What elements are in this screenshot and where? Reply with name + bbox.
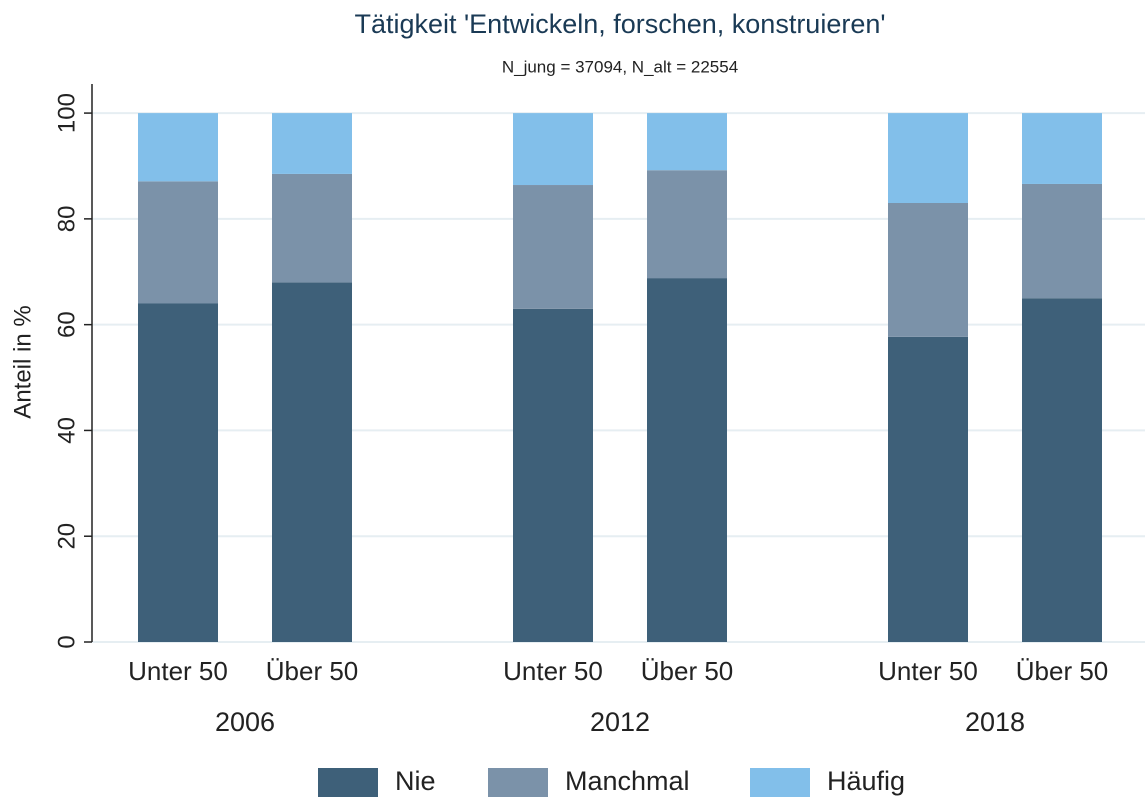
chart-title: Tätigkeit 'Entwickeln, forschen, konstru…: [354, 9, 885, 39]
bar-segment: [1022, 298, 1102, 642]
chart-subtitle: N_jung = 37094, N_alt = 22554: [502, 57, 738, 76]
x-tick-label: Über 50: [1016, 656, 1109, 686]
bar-segment: [888, 203, 968, 337]
legend-swatch: [750, 768, 810, 797]
bar-segment: [513, 185, 593, 309]
bar-segment: [513, 308, 593, 642]
legend-label: Manchmal: [565, 766, 690, 796]
legend-swatch: [318, 768, 378, 797]
x-tick-label: Unter 50: [503, 656, 603, 686]
bar-segment: [138, 181, 218, 304]
legend-label: Häufig: [827, 766, 905, 796]
x-tick-label: Über 50: [641, 656, 734, 686]
y-tick-label: 80: [53, 206, 80, 233]
bar-segment: [272, 173, 352, 283]
x-tick-label: Über 50: [266, 656, 359, 686]
group-label: 2012: [590, 707, 650, 737]
x-tick-label: Unter 50: [878, 656, 978, 686]
bar-segment: [138, 113, 218, 182]
y-tick-label: 0: [53, 635, 80, 648]
bar-segment: [272, 113, 352, 174]
bar-segment: [513, 113, 593, 186]
y-axis-label: Anteil in %: [9, 305, 36, 418]
bar-segment: [138, 303, 218, 642]
bar-segment: [888, 336, 968, 642]
bar-segment: [647, 170, 727, 279]
group-label: 2018: [965, 707, 1025, 737]
bar-segment: [647, 113, 727, 171]
x-tick-label: Unter 50: [128, 656, 228, 686]
bar-segment: [647, 278, 727, 642]
bar-segment: [1022, 183, 1102, 299]
y-tick-label: 60: [53, 311, 80, 338]
y-tick-label: 40: [53, 417, 80, 444]
bar-segment: [888, 113, 968, 204]
bar-segment: [1022, 113, 1102, 184]
y-tick-label: 100: [53, 93, 80, 133]
legend-label: Nie: [395, 766, 436, 796]
legend-swatch: [488, 768, 548, 797]
y-tick-label: 20: [53, 523, 80, 550]
group-label: 2006: [215, 707, 275, 737]
bar-segment: [272, 282, 352, 642]
